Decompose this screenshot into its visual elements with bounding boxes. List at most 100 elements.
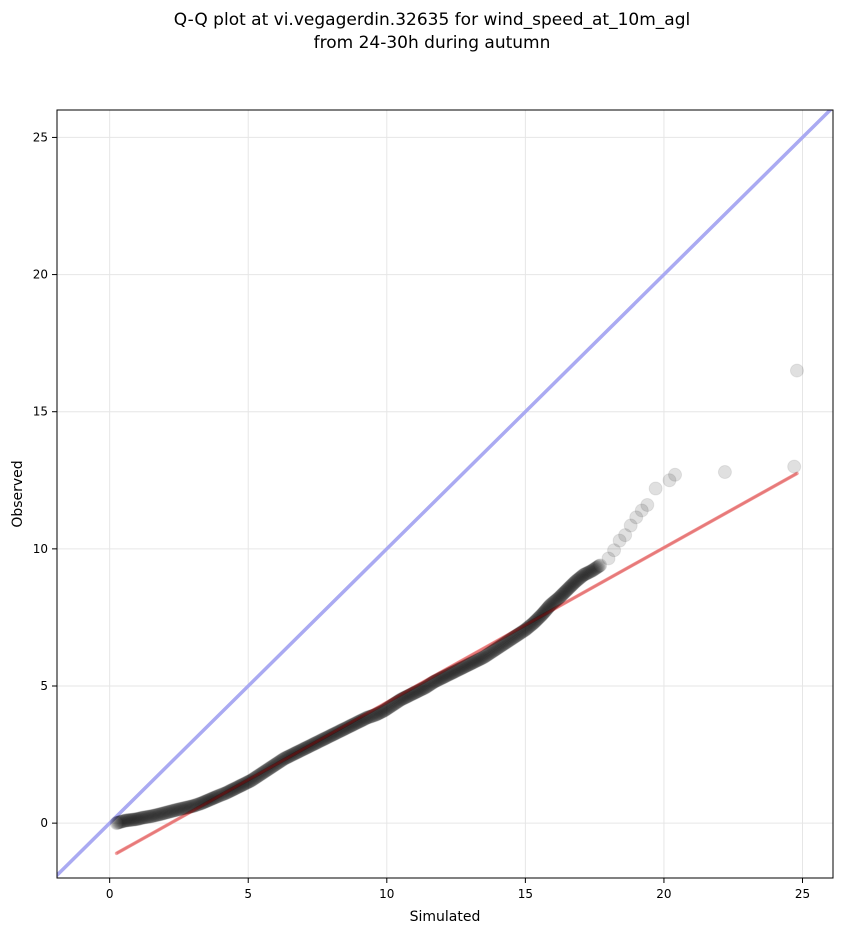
scatter-point (355, 713, 370, 728)
scatter-point (522, 618, 537, 633)
scatter-point (382, 700, 397, 715)
scatter-point (374, 704, 389, 719)
scatter-point (536, 605, 551, 620)
scatter-point (458, 659, 473, 674)
scatter-point (571, 571, 586, 586)
y-axis-label: Observed (10, 460, 26, 527)
scatter-point (450, 663, 465, 678)
scatter-point (541, 600, 556, 615)
scatter-point (486, 644, 501, 659)
scatter-point (586, 562, 601, 577)
fit-line-overlay (115, 472, 798, 855)
scatter-point (297, 741, 312, 756)
scatter-point (211, 788, 226, 803)
scatter-point (137, 810, 152, 825)
scatter-point (535, 607, 549, 622)
scatter-point (385, 698, 400, 713)
scatter-point (443, 666, 458, 681)
scatter-point (340, 720, 355, 735)
scatter-point (128, 812, 143, 827)
scatter-point (430, 673, 445, 688)
scatter-point (328, 726, 343, 741)
scatter-point (554, 587, 569, 602)
scatter-point (640, 497, 655, 512)
scatter-point (566, 576, 581, 591)
scatter-point (303, 738, 318, 753)
plot-content (57, 110, 833, 878)
scatter-point (491, 640, 506, 655)
scatter-point (454, 661, 469, 675)
scatter-point (337, 721, 352, 736)
scatter-point (265, 759, 280, 774)
scatter-point (395, 691, 410, 706)
scatter-point (302, 739, 317, 754)
scatter-point (220, 785, 235, 800)
scatter-point (436, 670, 451, 685)
scatter-point (512, 626, 527, 641)
scatter-point (191, 797, 206, 812)
scatter-point (541, 599, 556, 614)
scatter-point (288, 746, 303, 761)
scatter-point (502, 633, 517, 648)
scatter-point (141, 809, 156, 824)
scatter-point (424, 676, 439, 691)
scatter-point (460, 658, 475, 673)
scatter-point (250, 769, 265, 784)
scatter-point (316, 732, 331, 747)
scatter-point (156, 806, 171, 821)
scatter-point (290, 745, 305, 759)
scatter-point (634, 503, 649, 518)
scatter-point (121, 813, 136, 828)
scatter-point (558, 584, 573, 599)
scatter-point (352, 714, 367, 729)
y-tick-label: 20 (33, 268, 48, 282)
scatter-point (145, 809, 160, 824)
scatter-point (393, 692, 408, 707)
scatter-point (618, 528, 633, 543)
scatter-point (469, 653, 484, 668)
scatter-point (304, 738, 319, 753)
scatter-point (263, 760, 278, 775)
scatter-point (236, 777, 251, 792)
scatter-point (310, 735, 325, 750)
scatter-point (329, 725, 344, 740)
scatter-point (293, 743, 308, 758)
scatter-point (480, 647, 495, 662)
scatter-point (348, 716, 363, 731)
scatter-point (254, 766, 269, 781)
scatter-point (466, 655, 481, 670)
scatter-point (229, 780, 244, 795)
scatter-point (172, 802, 187, 817)
scatter-point (503, 632, 518, 647)
scatter-point (435, 670, 450, 685)
scatter-point (225, 782, 240, 797)
scatter-point (404, 687, 419, 702)
scatter-point (235, 777, 250, 792)
scatter-point (388, 696, 403, 711)
scatter-point (409, 685, 424, 699)
scatter-point (420, 679, 435, 693)
scatter-point (582, 564, 597, 579)
scatter-point (463, 656, 478, 671)
scatter-point (312, 734, 327, 749)
scatter-point (366, 708, 381, 723)
scatter-point (522, 619, 537, 634)
scatter-point (111, 815, 126, 830)
scatter-point (577, 567, 592, 582)
scatter-point (662, 473, 677, 488)
scatter-point (497, 636, 512, 651)
scatter-point (277, 751, 292, 766)
scatter-point (114, 814, 129, 829)
scatter-point (189, 797, 204, 812)
scatter-point (230, 780, 245, 795)
scatter-point (120, 813, 135, 828)
scatter-point (465, 655, 480, 670)
scatter-point (555, 587, 570, 602)
scatter-point (509, 628, 524, 643)
scatter-point (146, 808, 161, 823)
scatter-point (562, 580, 577, 595)
scatter-point (184, 799, 199, 814)
scatter-point (648, 481, 663, 496)
scatter-point (531, 610, 546, 625)
scatter-point (195, 795, 210, 810)
